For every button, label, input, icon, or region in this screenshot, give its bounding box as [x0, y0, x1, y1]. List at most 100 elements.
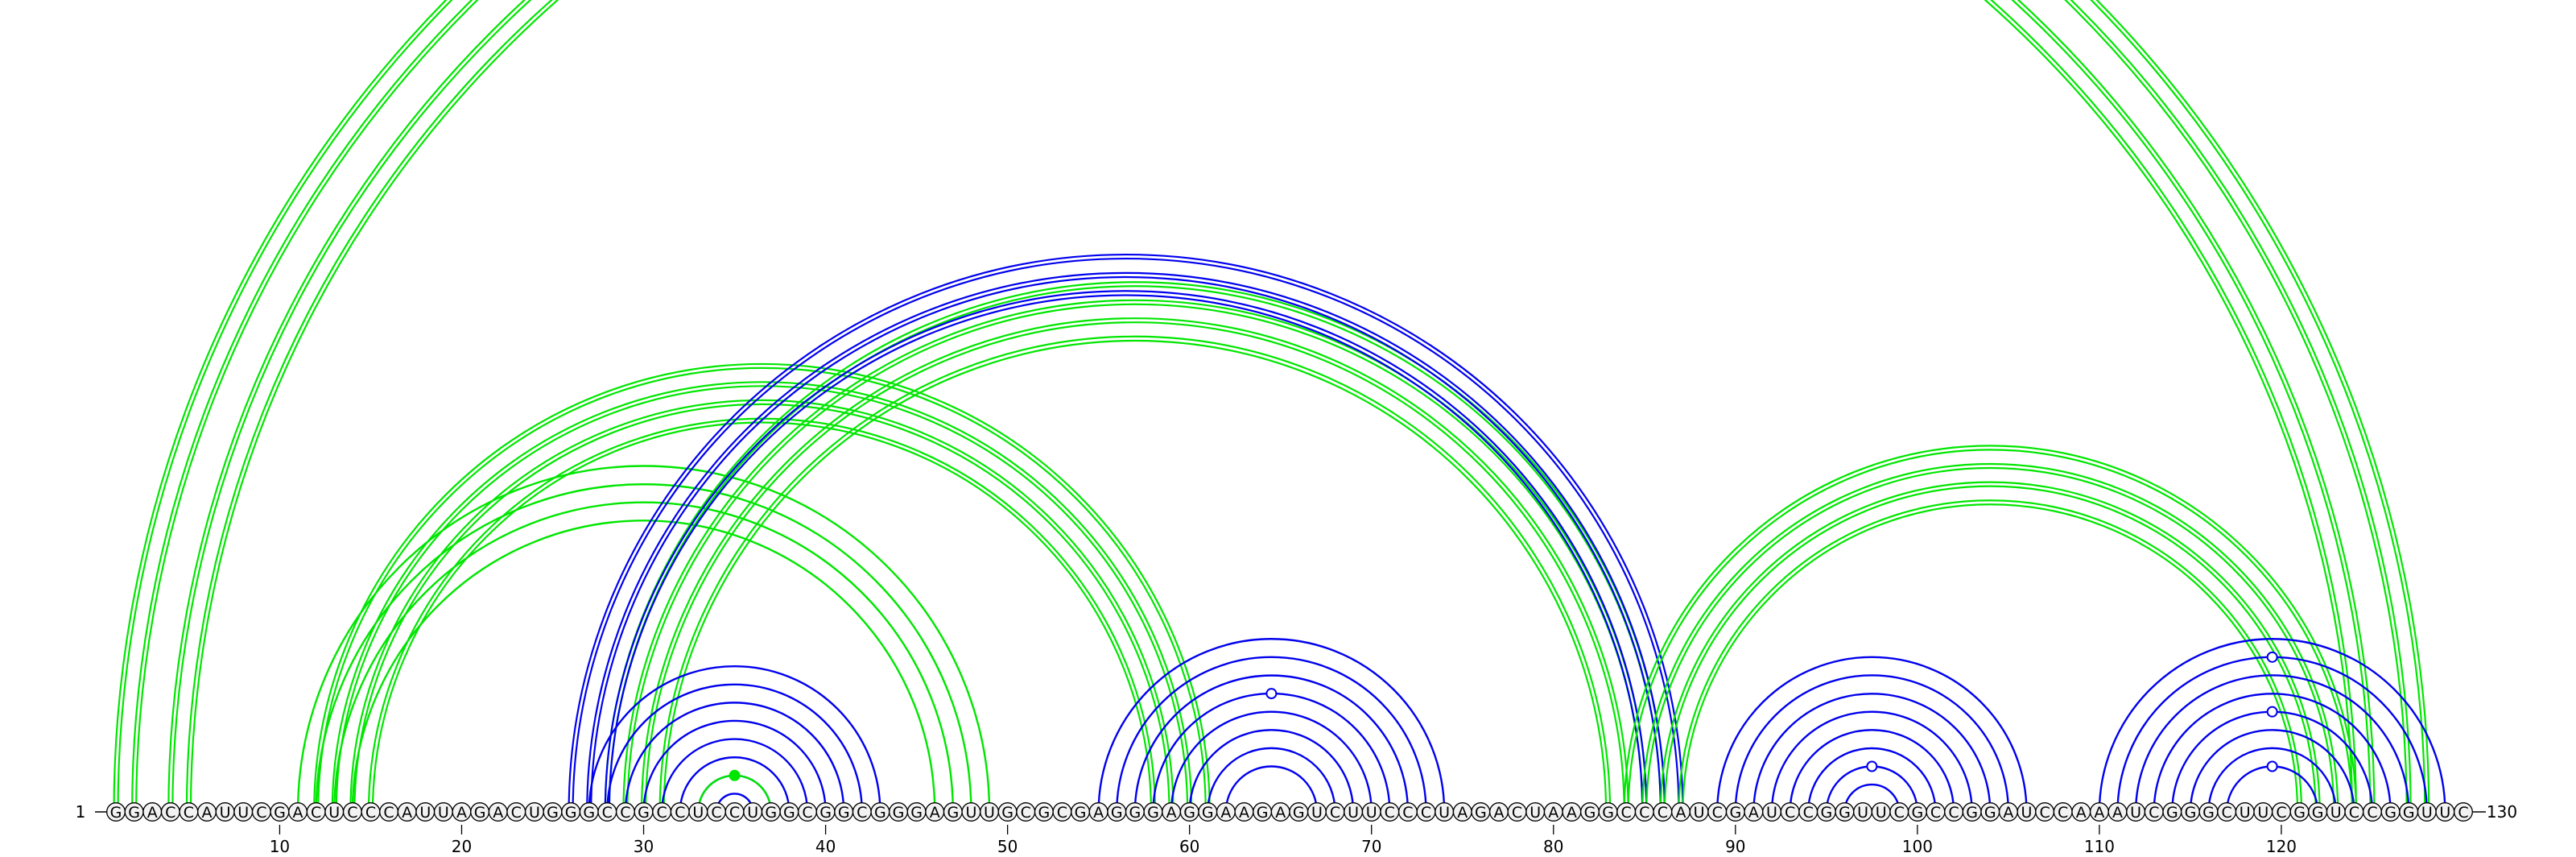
- nucleotide-letter: A: [1457, 804, 1468, 822]
- tick-label-70: 70: [1361, 837, 1381, 856]
- nucleotide-5: C: [179, 802, 199, 822]
- nucleotide-69: U: [1344, 802, 1364, 822]
- nucleotide-101: C: [1926, 802, 1946, 822]
- nucleotide-letter: A: [402, 804, 412, 822]
- nucleotide-2: G: [124, 802, 144, 822]
- nucleotide-117: C: [2217, 802, 2237, 822]
- nucleotide-letter: U: [2439, 804, 2450, 822]
- nucleotide-letter: C: [2458, 804, 2468, 822]
- nucleotide-52: G: [1034, 802, 1054, 822]
- nucleotide-23: C: [506, 802, 526, 822]
- pair-arc-hairpin-98: [1716, 656, 2028, 813]
- sequence-start-label: 1: [76, 802, 86, 822]
- nucleotide-letter: C: [1512, 804, 1522, 822]
- nucleotide-letter: C: [2149, 804, 2159, 822]
- pair-markers: [729, 651, 2278, 781]
- pair-arc-hairpin-120: [2207, 747, 2337, 813]
- pair-arc-hairpin-35: [624, 702, 845, 813]
- nucleotide-letter: G: [893, 804, 905, 822]
- nucleotide-letter: C: [802, 804, 812, 822]
- nucleotide-39: C: [798, 802, 817, 822]
- nucleotide-29: C: [615, 802, 635, 822]
- nucleotide-letter: G: [638, 804, 650, 822]
- nucleotide-130: C: [2454, 802, 2473, 822]
- nucleotide-letter: U: [220, 804, 231, 822]
- nucleotide-80: A: [1543, 802, 1563, 822]
- nucleotide-128: U: [2417, 802, 2437, 822]
- nucleotide-letter: C: [1621, 804, 1632, 822]
- nucleotide-12: C: [306, 802, 326, 822]
- pair-arc-hairpin-120: [2189, 729, 2355, 813]
- nucleotide-letter: G: [765, 804, 777, 822]
- nucleotide-90: G: [1725, 802, 1745, 822]
- pair-arc-helix-13-60: [371, 421, 1153, 813]
- nucleotide-letter: G: [874, 804, 886, 822]
- nucleotide-letter: U: [1348, 804, 1359, 822]
- nucleotide-letter: U: [1876, 804, 1887, 822]
- tick-label-120: 120: [2266, 837, 2297, 856]
- nucleotide-81: A: [1562, 802, 1582, 822]
- nucleotide-20: A: [452, 802, 472, 822]
- nucleotide-14: C: [342, 802, 362, 822]
- pair-arc-outer-helix: [135, 0, 2408, 813]
- nucleotide-letter: A: [1748, 804, 1759, 822]
- nucleotide-67: U: [1307, 802, 1327, 822]
- nucleotide-18: U: [415, 802, 436, 822]
- nucleotide-11: A: [288, 802, 308, 822]
- pair-arc-helix-13-60: [332, 382, 1191, 812]
- nucleotide-letter: A: [1166, 804, 1177, 822]
- nucleotide-43: G: [870, 802, 890, 822]
- nucleotide-59: A: [1162, 802, 1182, 822]
- pair-marker: [2266, 706, 2278, 718]
- nucleotide-letter: A: [1093, 804, 1104, 822]
- nucleotide-letter: C: [1785, 804, 1795, 822]
- pair-arc-helix-28-84: [626, 303, 1644, 813]
- pair-arc-helix-83-122: [1682, 503, 2299, 813]
- nucleotide-letter: U: [2021, 804, 2033, 822]
- nucleotide-103: G: [1962, 802, 1982, 822]
- pair-arc-helix-13-46: [351, 520, 936, 813]
- nucleotide-55: A: [1088, 802, 1108, 822]
- nucleotide-31: C: [652, 802, 672, 822]
- nucleotide-letter: G: [1729, 804, 1741, 822]
- pair-arc-helix-26-86: [572, 258, 1680, 813]
- pair-arc-hairpin-64: [1170, 710, 1373, 813]
- nucleotide-letter: G: [474, 804, 486, 822]
- nucleotide-63: A: [1234, 802, 1254, 822]
- nucleotide-letter: A: [456, 804, 467, 822]
- nucleotide-71: C: [1380, 802, 1400, 822]
- pair-arc-helix-28-84: [604, 280, 1666, 813]
- nucleotide-letter: C: [1948, 804, 1959, 822]
- nucleotide-83: G: [1598, 802, 1618, 822]
- nucleotide-34: C: [707, 802, 726, 822]
- nucleotide-110: A: [2089, 802, 2109, 822]
- nucleotide-116: G: [2198, 802, 2219, 822]
- nucleotide-19: U: [433, 802, 453, 822]
- nucleotide-letter: U: [1311, 804, 1323, 822]
- pair-marker: [2266, 651, 2278, 663]
- nucleotide-letter: G: [2384, 804, 2396, 822]
- pair-arc-helix-26-86: [586, 271, 1666, 813]
- nucleotide-84: C: [1616, 802, 1637, 822]
- nucleotide-letter: G: [2202, 804, 2215, 822]
- pair-arc-helix-28-84: [608, 284, 1662, 813]
- nucleotide-66: G: [1289, 802, 1309, 822]
- nucleotide-113: C: [2144, 802, 2164, 822]
- nucleotide-letter: U: [2421, 804, 2433, 822]
- nucleotide-letter: C: [675, 804, 685, 822]
- nucleotide-109: A: [2071, 802, 2091, 822]
- nucleotide-21: G: [470, 802, 490, 822]
- nucleotide-letter: U: [692, 804, 704, 822]
- nucleotide-letter: G: [110, 804, 122, 822]
- nucleotide-38: G: [779, 802, 799, 822]
- nucleotide-letter: A: [1239, 804, 1249, 822]
- nucleotide-36: U: [743, 802, 763, 822]
- nucleotide-letter: U: [438, 804, 449, 822]
- nucleotide-82: G: [1580, 802, 1600, 822]
- nucleotide-124: C: [2344, 802, 2364, 822]
- nucleotide-letter: A: [1493, 804, 1504, 822]
- nucleotide-letter: G: [1257, 804, 1269, 822]
- pair-arc-outer-helix: [167, 0, 2376, 813]
- nucleotide-letter: G: [1602, 804, 1614, 822]
- nucleotide-letter: C: [1421, 804, 1431, 822]
